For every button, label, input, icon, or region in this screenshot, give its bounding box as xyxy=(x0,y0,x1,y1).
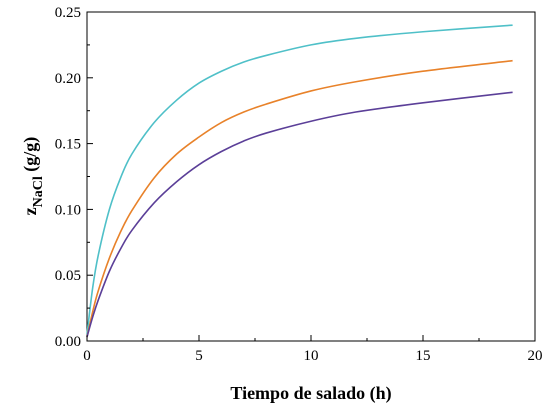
x-tick-label: 20 xyxy=(528,348,543,364)
x-tick-label: 0 xyxy=(83,348,91,364)
y-tick-label: 0.05 xyxy=(55,268,81,284)
series-group xyxy=(86,24,513,338)
y-tick-label: 0.15 xyxy=(55,137,81,153)
x-axis-title: Tiempo de salado (h) xyxy=(230,383,391,404)
y-tick-label: 0.20 xyxy=(55,71,81,87)
y-tick-label: 0.00 xyxy=(55,334,81,350)
plot-frame xyxy=(86,11,536,342)
y-axis-title-main: z xyxy=(20,207,40,215)
y-tick-label: 0.10 xyxy=(55,202,81,218)
y-axis-title-subscript: NaCl xyxy=(31,176,46,207)
series-line-3 xyxy=(86,91,513,338)
y-axis-title-units: (g/g) xyxy=(20,137,41,177)
x-tick-label: 10 xyxy=(304,348,319,364)
series-line-1 xyxy=(86,24,513,335)
tick-group: 0 5 10 15 20 0.00 0.05 0.10 0.15 0.20 0.25 xyxy=(55,5,543,364)
x-tick-label: 5 xyxy=(195,348,203,364)
x-tick-label: 15 xyxy=(416,348,431,364)
y-axis-title: zNaCl (g/g) xyxy=(20,137,46,216)
y-tick-label: 0.25 xyxy=(55,5,81,21)
series-line-2 xyxy=(86,59,513,338)
